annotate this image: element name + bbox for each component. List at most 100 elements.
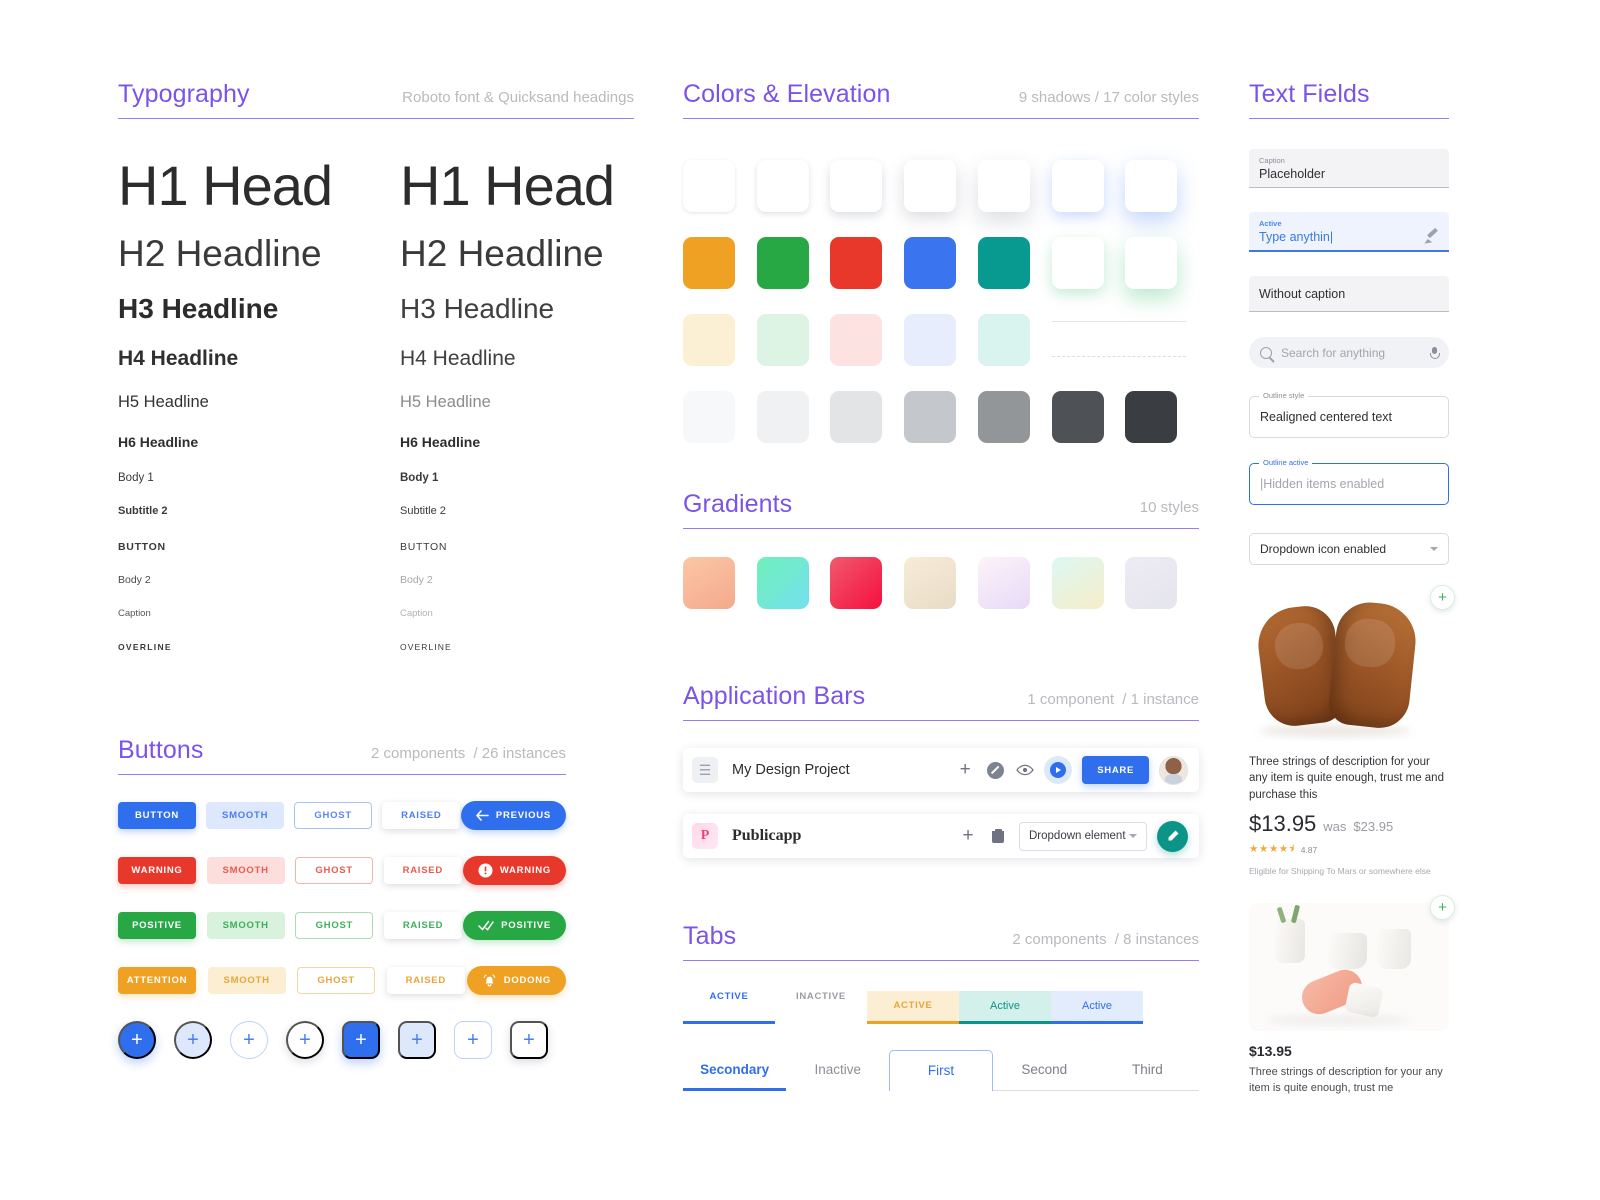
type-sample-h4-alt: H4 Headline bbox=[400, 346, 516, 370]
type-sample-h1-alt: H1 Head bbox=[400, 154, 615, 217]
text-field-active[interactable]: Active Type anythin| bbox=[1249, 212, 1449, 252]
type-sample-h1: H1 Head bbox=[118, 154, 333, 217]
tabs-header: Tabs 2 components / 8 instances bbox=[683, 922, 1199, 961]
field-value: Placeholder bbox=[1259, 167, 1326, 181]
type-sample-h3-alt: H3 Headline bbox=[400, 293, 555, 325]
avatar[interactable] bbox=[1159, 755, 1188, 785]
button-warning-pill[interactable]: WARNING bbox=[462, 856, 567, 885]
bell-icon bbox=[482, 973, 497, 988]
type-sample-h5-alt: H5 Headline bbox=[400, 392, 491, 411]
grey-swatch-100 bbox=[756, 390, 809, 443]
product-rating-row: ★★★★⯨ 4.87 bbox=[1249, 841, 1449, 859]
gradient-grid bbox=[683, 557, 1199, 609]
edit-icon[interactable] bbox=[980, 755, 1010, 785]
button-attention-ghost[interactable]: GHOST bbox=[297, 967, 376, 994]
fab-raised-circle[interactable]: + bbox=[286, 1021, 324, 1059]
button-primary-smooth[interactable]: SMOOTH bbox=[206, 802, 285, 829]
button-primary-ghost[interactable]: GHOST bbox=[294, 802, 373, 829]
button-attention-smooth[interactable]: SMOOTH bbox=[207, 967, 286, 994]
type-sample-h2-alt: H2 Headline bbox=[400, 232, 604, 274]
button-primary-raised[interactable]: RAISED bbox=[382, 802, 461, 829]
app-bar-primary: ☰ My Design Project + SHARE bbox=[683, 748, 1199, 792]
tab-inactive[interactable]: INACTIVE bbox=[796, 991, 846, 1002]
elevation-swatch bbox=[756, 159, 809, 212]
button-primary-solid[interactable]: BUTTON bbox=[118, 802, 196, 829]
button-positive-raised[interactable]: RAISED bbox=[384, 912, 463, 939]
text-fields-section: Text Fields Caption Placeholder Active T… bbox=[1249, 80, 1455, 1097]
button-warning-raised[interactable]: RAISED bbox=[383, 857, 462, 884]
play-icon[interactable] bbox=[1044, 756, 1073, 784]
button-positive-ghost[interactable]: GHOST bbox=[295, 912, 374, 939]
dropdown-field[interactable]: Dropdown icon enabled bbox=[1249, 533, 1449, 565]
color-swatch-green bbox=[756, 236, 809, 289]
fab-solid-square[interactable]: + bbox=[342, 1021, 380, 1059]
double-check-icon bbox=[478, 920, 494, 931]
button-positive-solid[interactable]: POSITIVE bbox=[118, 912, 196, 939]
grey-swatch-300 bbox=[904, 390, 957, 443]
fab-smooth-square[interactable]: + bbox=[398, 1021, 436, 1059]
tab-third[interactable]: Third bbox=[1095, 1050, 1200, 1091]
grey-swatch-500 bbox=[977, 390, 1030, 443]
add-icon[interactable]: + bbox=[962, 825, 974, 846]
search-field[interactable]: Search for anything bbox=[1249, 337, 1449, 368]
button-previous[interactable]: PREVIOUS bbox=[460, 801, 567, 830]
button-warning-solid[interactable]: WARNING bbox=[118, 857, 196, 884]
mic-icon[interactable] bbox=[1430, 346, 1440, 359]
trash-icon[interactable] bbox=[983, 821, 1013, 851]
tab-active-blue[interactable]: ACTIVE bbox=[683, 991, 775, 1024]
add-to-cart-button[interactable]: + bbox=[1430, 585, 1455, 610]
gradient-swatch-peach bbox=[683, 557, 735, 609]
button-warning-smooth[interactable]: SMOOTH bbox=[206, 857, 285, 884]
chevron-down-icon bbox=[1430, 547, 1438, 551]
add-to-cart-button[interactable]: + bbox=[1430, 895, 1455, 921]
product-price-row: $13.95 was $23.95 bbox=[1249, 811, 1449, 837]
tab-first[interactable]: First bbox=[889, 1050, 993, 1091]
fab-raised-square[interactable]: + bbox=[510, 1021, 548, 1059]
product-image-vases bbox=[1249, 903, 1449, 1032]
tabs-section: Tabs 2 components / 8 instances ACTIVE I… bbox=[683, 922, 1200, 1091]
share-button[interactable]: SHARE bbox=[1082, 756, 1149, 784]
button-positive-smooth[interactable]: SMOOTH bbox=[206, 912, 285, 939]
color-swatch-teal bbox=[977, 236, 1030, 289]
gradient-swatch-aqua bbox=[1051, 557, 1104, 609]
tab-second[interactable]: Second bbox=[992, 1050, 1096, 1091]
tab-active-teal[interactable]: Active bbox=[959, 991, 1051, 1024]
tab-inactive[interactable]: Inactive bbox=[814, 1062, 862, 1077]
fab-smooth-circle[interactable]: + bbox=[174, 1021, 212, 1059]
eye-icon[interactable] bbox=[1010, 755, 1040, 785]
fab-solid-circle[interactable]: + bbox=[118, 1021, 156, 1059]
type-sample-subtitle2-alt: Subtitle 2 bbox=[400, 504, 446, 517]
button-warning-ghost[interactable]: GHOST bbox=[295, 857, 374, 884]
field-value: Type anythin| bbox=[1259, 230, 1334, 244]
add-icon[interactable]: + bbox=[959, 759, 971, 780]
button-dodong[interactable]: DODONG bbox=[466, 966, 566, 995]
edit-fab[interactable] bbox=[1157, 820, 1188, 852]
text-field-outline-active[interactable]: Outline active |Hidden items enabled bbox=[1249, 458, 1449, 505]
section-title: Tabs bbox=[683, 922, 737, 950]
typography-column-quicksand: H1 Head H2 Headline H3 Headline H4 Headl… bbox=[400, 154, 634, 652]
type-sample-body2: Body 2 bbox=[118, 573, 151, 586]
rating-value: 4.87 bbox=[1300, 844, 1318, 855]
fab-ghost-circle[interactable]: + bbox=[230, 1021, 268, 1059]
colors-section: Colors & Elevation 9 shadows / 17 color … bbox=[683, 80, 1199, 455]
text-field-without-caption[interactable]: Without caption bbox=[1249, 276, 1449, 312]
tab-active-blue-2[interactable]: Active bbox=[1051, 991, 1143, 1024]
button-attention-solid[interactable]: ATTENTION bbox=[118, 967, 196, 994]
color-swatch-blue bbox=[904, 236, 957, 289]
button-attention-raised[interactable]: RAISED bbox=[386, 967, 465, 994]
text-field-outline[interactable]: Outline style Realigned centered text bbox=[1249, 391, 1449, 438]
button-positive-pill[interactable]: POSITIVE bbox=[463, 911, 566, 940]
text-field-caption[interactable]: Caption Placeholder bbox=[1249, 149, 1449, 188]
pencil-icon[interactable] bbox=[1424, 229, 1439, 244]
fab-ghost-square[interactable]: + bbox=[454, 1021, 492, 1059]
tab-row-primary: ACTIVE INACTIVE ACTIVE Active Active bbox=[683, 991, 1199, 1024]
hamburger-icon[interactable]: ☰ bbox=[692, 757, 718, 783]
tab-secondary[interactable]: Secondary bbox=[683, 1050, 787, 1091]
dropdown-element[interactable]: Dropdown element bbox=[1019, 821, 1147, 851]
app-bar-secondary: P Publicapp + Dropdown element bbox=[683, 814, 1199, 858]
grey-swatch-200 bbox=[830, 390, 883, 443]
tab-active-amber[interactable]: ACTIVE bbox=[867, 991, 959, 1024]
field-legend: Outline style bbox=[1259, 391, 1309, 400]
section-title: Typography bbox=[118, 80, 250, 108]
gradient-swatch-lilac bbox=[977, 557, 1030, 609]
